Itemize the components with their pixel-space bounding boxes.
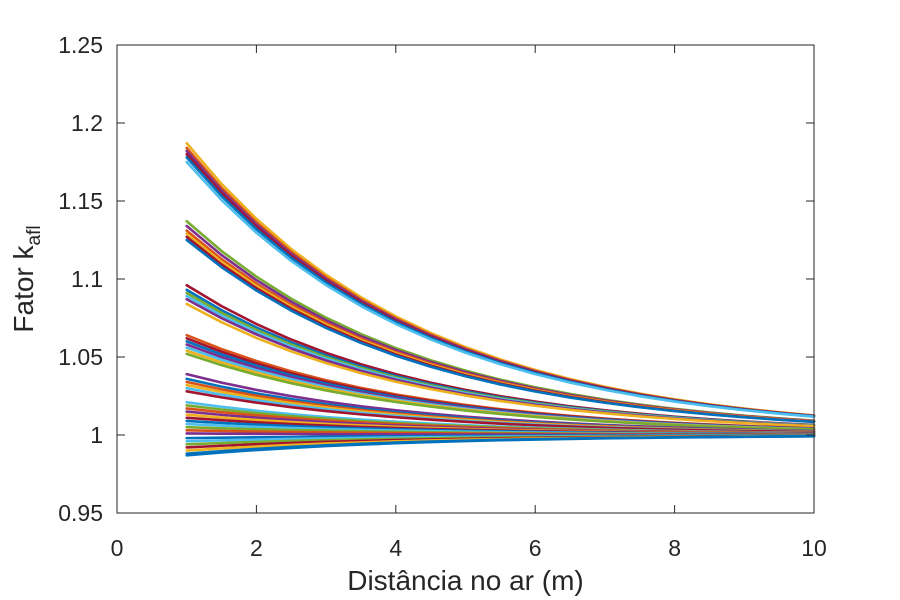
x-tick-label: 4 bbox=[389, 535, 402, 561]
x-tick-label: 0 bbox=[111, 535, 124, 561]
y-tick-label: 0.95 bbox=[58, 500, 103, 526]
x-axis-label: Distância no ar (m) bbox=[347, 565, 584, 596]
tick-layer: 0 2 4 6 8 10 0.95 1 1.05 1.1 1.15 1.2 1.25 bbox=[58, 32, 827, 561]
series-line-25 bbox=[185, 352, 816, 431]
x-tick-label: 2 bbox=[250, 535, 263, 561]
series-line-6 bbox=[185, 160, 816, 418]
y-axis-label-subscript: afl bbox=[24, 225, 45, 245]
x-tick-label: 10 bbox=[801, 535, 827, 561]
y-tick-label: 1.15 bbox=[58, 188, 103, 214]
series-line-18 bbox=[185, 302, 816, 428]
y-axis-label: Fator kafl bbox=[8, 225, 45, 332]
y-tick-label: 1.1 bbox=[71, 266, 103, 292]
x-tick-label: 8 bbox=[668, 535, 681, 561]
x-tick-label: 6 bbox=[529, 535, 542, 561]
y-tick-label: 1.05 bbox=[58, 344, 103, 370]
series-line-12 bbox=[185, 238, 816, 424]
y-tick-label: 1.25 bbox=[58, 32, 103, 58]
series-line-49 bbox=[185, 435, 816, 457]
y-tick-label: 1.2 bbox=[71, 110, 103, 136]
series-layer bbox=[185, 141, 816, 457]
y-tick-label: 1 bbox=[90, 422, 103, 448]
y-axis-label-main: Fator k bbox=[8, 244, 39, 332]
